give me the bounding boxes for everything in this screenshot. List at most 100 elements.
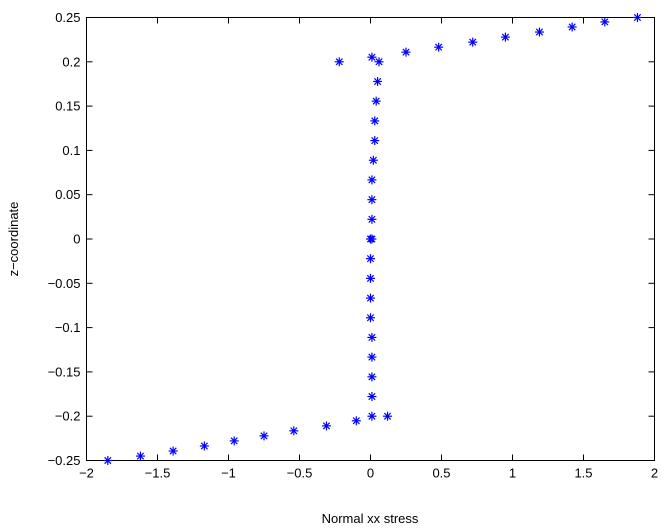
data-point (367, 372, 377, 382)
data-point (367, 234, 377, 244)
x-tick-label: −2 (79, 466, 94, 481)
asterisk-stroke (368, 412, 376, 420)
data-point (600, 17, 610, 27)
asterisk-stroke (230, 437, 238, 445)
y-tick-label: 0.05 (55, 187, 80, 202)
asterisk-stroke (633, 13, 642, 22)
x-tick-label: 0.5 (432, 466, 450, 481)
data-point (199, 441, 209, 451)
asterisk-stroke (169, 447, 177, 455)
asterisk-stroke (501, 33, 510, 41)
data-markers (103, 13, 642, 465)
data-point (367, 52, 377, 62)
asterisk-stroke (335, 58, 343, 66)
data-point (567, 22, 577, 32)
data-point (367, 332, 377, 342)
asterisk-stroke (372, 97, 380, 105)
x-tick-label: 1 (509, 466, 516, 481)
data-point (366, 273, 375, 283)
asterisk-stroke (322, 422, 331, 430)
y-tick-label: 0.25 (55, 10, 80, 25)
x-axis-label: Normal xx stress (322, 511, 419, 526)
axis-ticks (86, 17, 655, 461)
asterisk-stroke (368, 235, 376, 243)
y-tick-label: −0.2 (55, 409, 81, 424)
asterisk-stroke (368, 373, 376, 381)
x-tick-label: −1.5 (145, 466, 171, 481)
data-point (383, 411, 393, 421)
asterisk-stroke (435, 43, 443, 51)
asterisk-stroke (535, 28, 544, 36)
y-tick-label: 0 (73, 232, 80, 247)
asterisk-stroke (383, 412, 392, 420)
data-point (434, 42, 444, 52)
data-point (367, 411, 377, 421)
data-point (373, 76, 383, 86)
asterisk-stroke (368, 215, 376, 223)
data-point (135, 451, 145, 461)
y-tick-label: 0.1 (62, 143, 80, 158)
asterisk-stroke (136, 452, 145, 460)
data-point (534, 27, 544, 37)
x-tick-label: 1.5 (574, 466, 592, 481)
data-point (632, 13, 642, 22)
data-point (371, 96, 381, 106)
asterisk-stroke (469, 38, 477, 46)
asterisk-stroke (368, 392, 376, 401)
data-point (367, 175, 377, 185)
asterisk-stroke (366, 274, 375, 282)
data-point (334, 57, 344, 67)
y-tick-label: 0.15 (55, 99, 80, 114)
data-point (370, 136, 380, 146)
asterisk-stroke (366, 255, 375, 263)
asterisk-stroke (373, 77, 382, 86)
data-point (351, 416, 361, 426)
asterisk-stroke (402, 48, 410, 56)
data-point (367, 214, 377, 224)
data-point (468, 37, 478, 47)
asterisk-stroke (200, 442, 208, 450)
asterisk-stroke (368, 353, 376, 361)
asterisk-stroke (369, 156, 377, 164)
x-tick-label: 0 (367, 466, 374, 481)
data-point (289, 426, 299, 436)
asterisk-stroke (375, 58, 383, 66)
y-tick-label: −0.15 (48, 364, 81, 379)
asterisk-stroke (368, 333, 376, 342)
asterisk-stroke (366, 294, 375, 302)
data-point (103, 456, 113, 465)
data-point (401, 47, 411, 57)
asterisk-stroke (368, 53, 376, 61)
data-point (368, 155, 378, 165)
asterisk-stroke (371, 136, 379, 145)
data-point (367, 392, 377, 402)
data-point (259, 431, 269, 441)
y-tick-label: 0.2 (62, 54, 80, 69)
y-axis-label: z−coordinate (6, 202, 21, 277)
data-point (229, 436, 239, 446)
asterisk-stroke (104, 456, 112, 465)
x-tick-label: 2 (651, 466, 658, 481)
x-tick-label: −0.5 (287, 466, 313, 481)
y-tick-label: −0.1 (55, 320, 81, 335)
data-point (366, 254, 375, 264)
y-tick-label: −0.05 (48, 276, 81, 291)
asterisk-stroke (368, 196, 376, 204)
asterisk-stroke (260, 432, 268, 440)
data-point (366, 313, 375, 323)
asterisk-stroke (352, 417, 360, 425)
asterisk-stroke (368, 176, 376, 184)
data-point (168, 446, 178, 456)
data-point (366, 293, 375, 303)
data-point (500, 32, 510, 42)
data-point (367, 352, 377, 362)
asterisk-stroke (371, 117, 379, 125)
asterisk-stroke (601, 18, 609, 26)
y-tick-label: −0.25 (48, 453, 81, 468)
data-point (321, 421, 331, 431)
asterisk-stroke (290, 427, 298, 435)
tick-labels: −2 −1.5 −1 −0.5 0 0.5 1 1.5 2 −0.25 −0.2 −0.15 −0.1 −… (48, 10, 659, 481)
x-tick-label: −1 (221, 466, 236, 481)
data-point (367, 195, 377, 205)
